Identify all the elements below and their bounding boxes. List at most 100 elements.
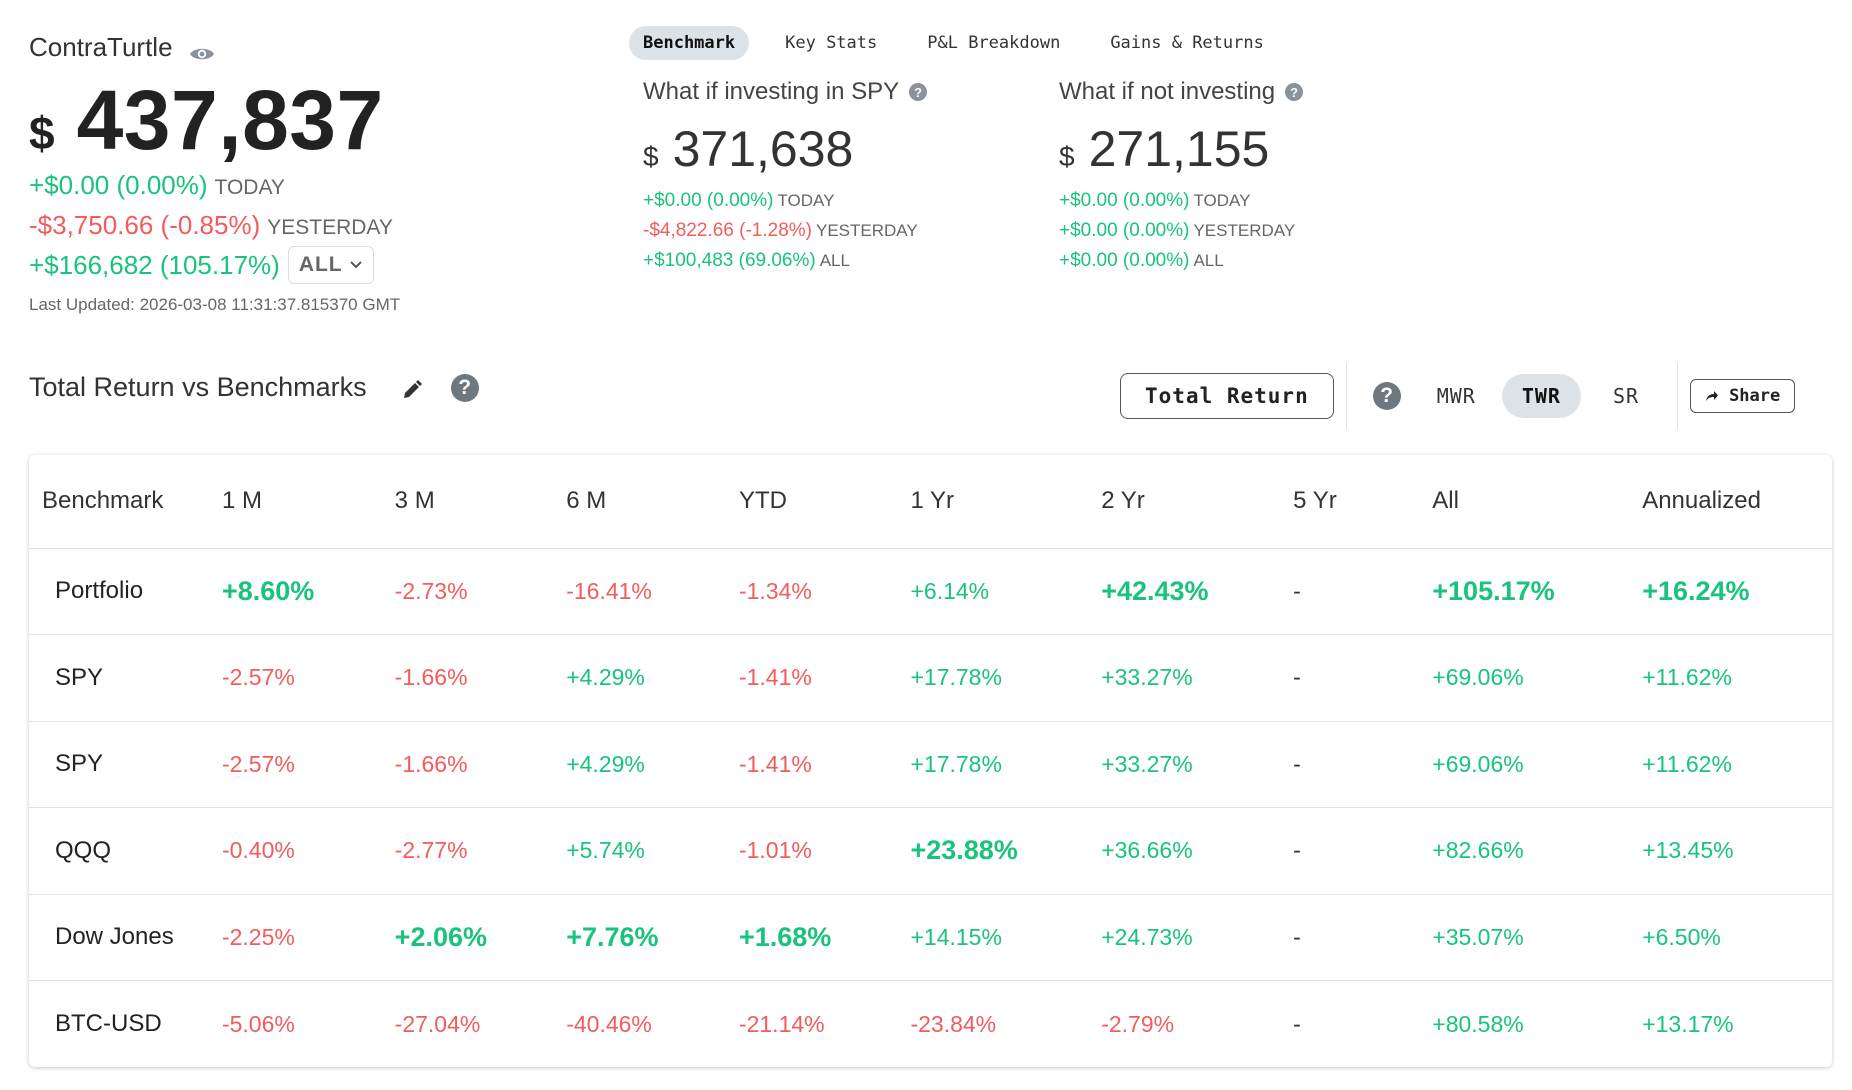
whatif-none-today-row: +$0.00 (0.00%) TODAY (1059, 190, 1303, 212)
table-cell: +35.07% (1419, 894, 1629, 981)
table-cell: +2.06% (382, 894, 554, 981)
whatif-spy-yesterday: -$4,822.66 (-1.28%) (643, 220, 812, 242)
tab-key-stats[interactable]: Key Stats (771, 26, 891, 60)
benchmark-name: QQQ (29, 808, 209, 895)
table-cell: +23.88% (897, 808, 1088, 895)
tab-gains-returns[interactable]: Gains & Returns (1096, 26, 1278, 60)
table-cell: - (1280, 548, 1419, 635)
help-icon[interactable]: ? (1285, 83, 1303, 101)
pencil-icon[interactable] (401, 377, 423, 399)
currency-symbol: $ (29, 106, 55, 160)
portfolio-value: $ 437,837 (29, 72, 384, 169)
table-cell: -1.01% (726, 808, 898, 895)
column-header: Annualized (1629, 455, 1832, 548)
table-cell: -40.46% (553, 981, 726, 1068)
table-cell: +105.17% (1419, 548, 1629, 635)
table-cell: +4.29% (553, 721, 726, 808)
table-cell: +7.76% (553, 894, 726, 981)
whatif-none-yesterday: +$0.00 (0.00%) (1059, 220, 1189, 242)
table-cell: +69.06% (1419, 635, 1629, 722)
whatif-none-yesterday-row: +$0.00 (0.00%) YESTERDAY (1059, 220, 1303, 242)
whatif-none-today: +$0.00 (0.00%) (1059, 190, 1189, 212)
table-cell: +80.58% (1419, 981, 1629, 1068)
benchmark-table: Benchmark 1 M 3 M 6 M YTD 1 Yr 2 Yr 5 Yr… (29, 455, 1832, 1067)
table-cell: +6.50% (1629, 894, 1832, 981)
table-cell: -0.40% (209, 808, 382, 895)
divider (1677, 362, 1678, 430)
help-icon[interactable]: ? (909, 83, 927, 101)
column-header: 2 Yr (1088, 455, 1280, 548)
table-cell: -1.66% (382, 721, 554, 808)
column-header: 5 Yr (1280, 455, 1419, 548)
mode-twr[interactable]: TWR (1502, 374, 1581, 418)
mode-sr[interactable]: SR (1593, 374, 1659, 418)
table-cell: +14.15% (897, 894, 1088, 981)
table-cell: -2.25% (209, 894, 382, 981)
table-cell: +11.62% (1629, 721, 1832, 808)
range-change: +$166,682 (105.17%) (29, 250, 280, 281)
table-cell: -2.79% (1088, 981, 1280, 1068)
today-label: TODAY (1193, 191, 1250, 211)
total-return-button[interactable]: Total Return (1120, 373, 1334, 419)
table-cell: +5.74% (553, 808, 726, 895)
portfolio-value-amount: 437,837 (77, 72, 384, 169)
currency-symbol: $ (1059, 141, 1075, 173)
section-title: Total Return vs Benchmarks (29, 372, 367, 403)
table-cell: +13.17% (1629, 981, 1832, 1068)
table-cell: -1.41% (726, 721, 898, 808)
whatif-spy-today-row: +$0.00 (0.00%) TODAY (643, 190, 927, 212)
table-cell: +13.45% (1629, 808, 1832, 895)
yesterday-label: YESTERDAY (267, 216, 393, 240)
table-row: SPY -2.57% -1.66% +4.29% -1.41% +17.78% … (29, 635, 1832, 722)
table-cell: +4.29% (553, 635, 726, 722)
table-cell: -23.84% (897, 981, 1088, 1068)
last-updated: Last Updated: 2026-03-08 11:31:37.815370… (29, 295, 400, 315)
divider (1346, 362, 1347, 430)
table-row: Portfolio +8.60% -2.73% -16.41% -1.34% +… (29, 548, 1832, 635)
table-cell: +33.27% (1088, 635, 1280, 722)
column-header: 3 M (382, 455, 554, 548)
whatif-none-value: $ 271,155 (1059, 120, 1303, 178)
tab-pl-breakdown[interactable]: P&L Breakdown (913, 26, 1074, 60)
table-cell: +36.66% (1088, 808, 1280, 895)
whatif-none-amount: 271,155 (1089, 120, 1270, 178)
today-change: +$0.00 (0.00%) (29, 170, 208, 201)
benchmark-name: SPY (29, 635, 209, 722)
table-cell: -2.57% (209, 721, 382, 808)
benchmark-table-card: Benchmark 1 M 3 M 6 M YTD 1 Yr 2 Yr 5 Yr… (29, 455, 1832, 1067)
whatif-spy-all: +$100,483 (69.06%) (643, 250, 816, 272)
yesterday-label: YESTERDAY (1193, 221, 1295, 241)
table-cell: +82.66% (1419, 808, 1629, 895)
table-cell: +6.14% (897, 548, 1088, 635)
account-name: ContraTurtle (29, 32, 173, 63)
table-cell: -1.41% (726, 635, 898, 722)
column-header: Benchmark (29, 455, 209, 548)
table-cell: -2.73% (382, 548, 554, 635)
column-header: 1 M (209, 455, 382, 548)
benchmark-name: BTC-USD (29, 981, 209, 1068)
table-cell: +17.78% (897, 635, 1088, 722)
help-icon[interactable]: ? (1373, 382, 1401, 410)
whatif-spy-title-row: What if investing in SPY ? (643, 78, 927, 106)
table-cell: -2.77% (382, 808, 554, 895)
tab-benchmark[interactable]: Benchmark (629, 26, 749, 60)
whatif-spy-amount: 371,638 (673, 120, 854, 178)
chevron-down-icon (349, 260, 363, 270)
return-controls: Total Return ? MWR TWR SR Share (1120, 362, 1795, 430)
yesterday-change: -$3,750.66 (-0.85%) (29, 210, 260, 241)
range-select[interactable]: ALL (288, 246, 374, 284)
mode-mwr[interactable]: MWR (1417, 374, 1496, 418)
whatif-spy-title: What if investing in SPY (643, 78, 899, 106)
help-icon[interactable]: ? (451, 374, 479, 402)
eye-icon[interactable] (189, 39, 215, 57)
section-header: Total Return vs Benchmarks ? (29, 372, 479, 403)
column-header: 6 M (553, 455, 726, 548)
today-change-row: +$0.00 (0.00%) TODAY (29, 170, 285, 201)
whatif-none-all-row: +$0.00 (0.00%) ALL (1059, 250, 1303, 272)
whatif-spy-today: +$0.00 (0.00%) (643, 190, 773, 212)
table-cell: +33.27% (1088, 721, 1280, 808)
whatif-spy-all-row: +$100,483 (69.06%) ALL (643, 250, 927, 272)
benchmark-name: Portfolio (29, 548, 209, 635)
table-cell: - (1280, 894, 1419, 981)
share-button[interactable]: Share (1690, 379, 1795, 413)
